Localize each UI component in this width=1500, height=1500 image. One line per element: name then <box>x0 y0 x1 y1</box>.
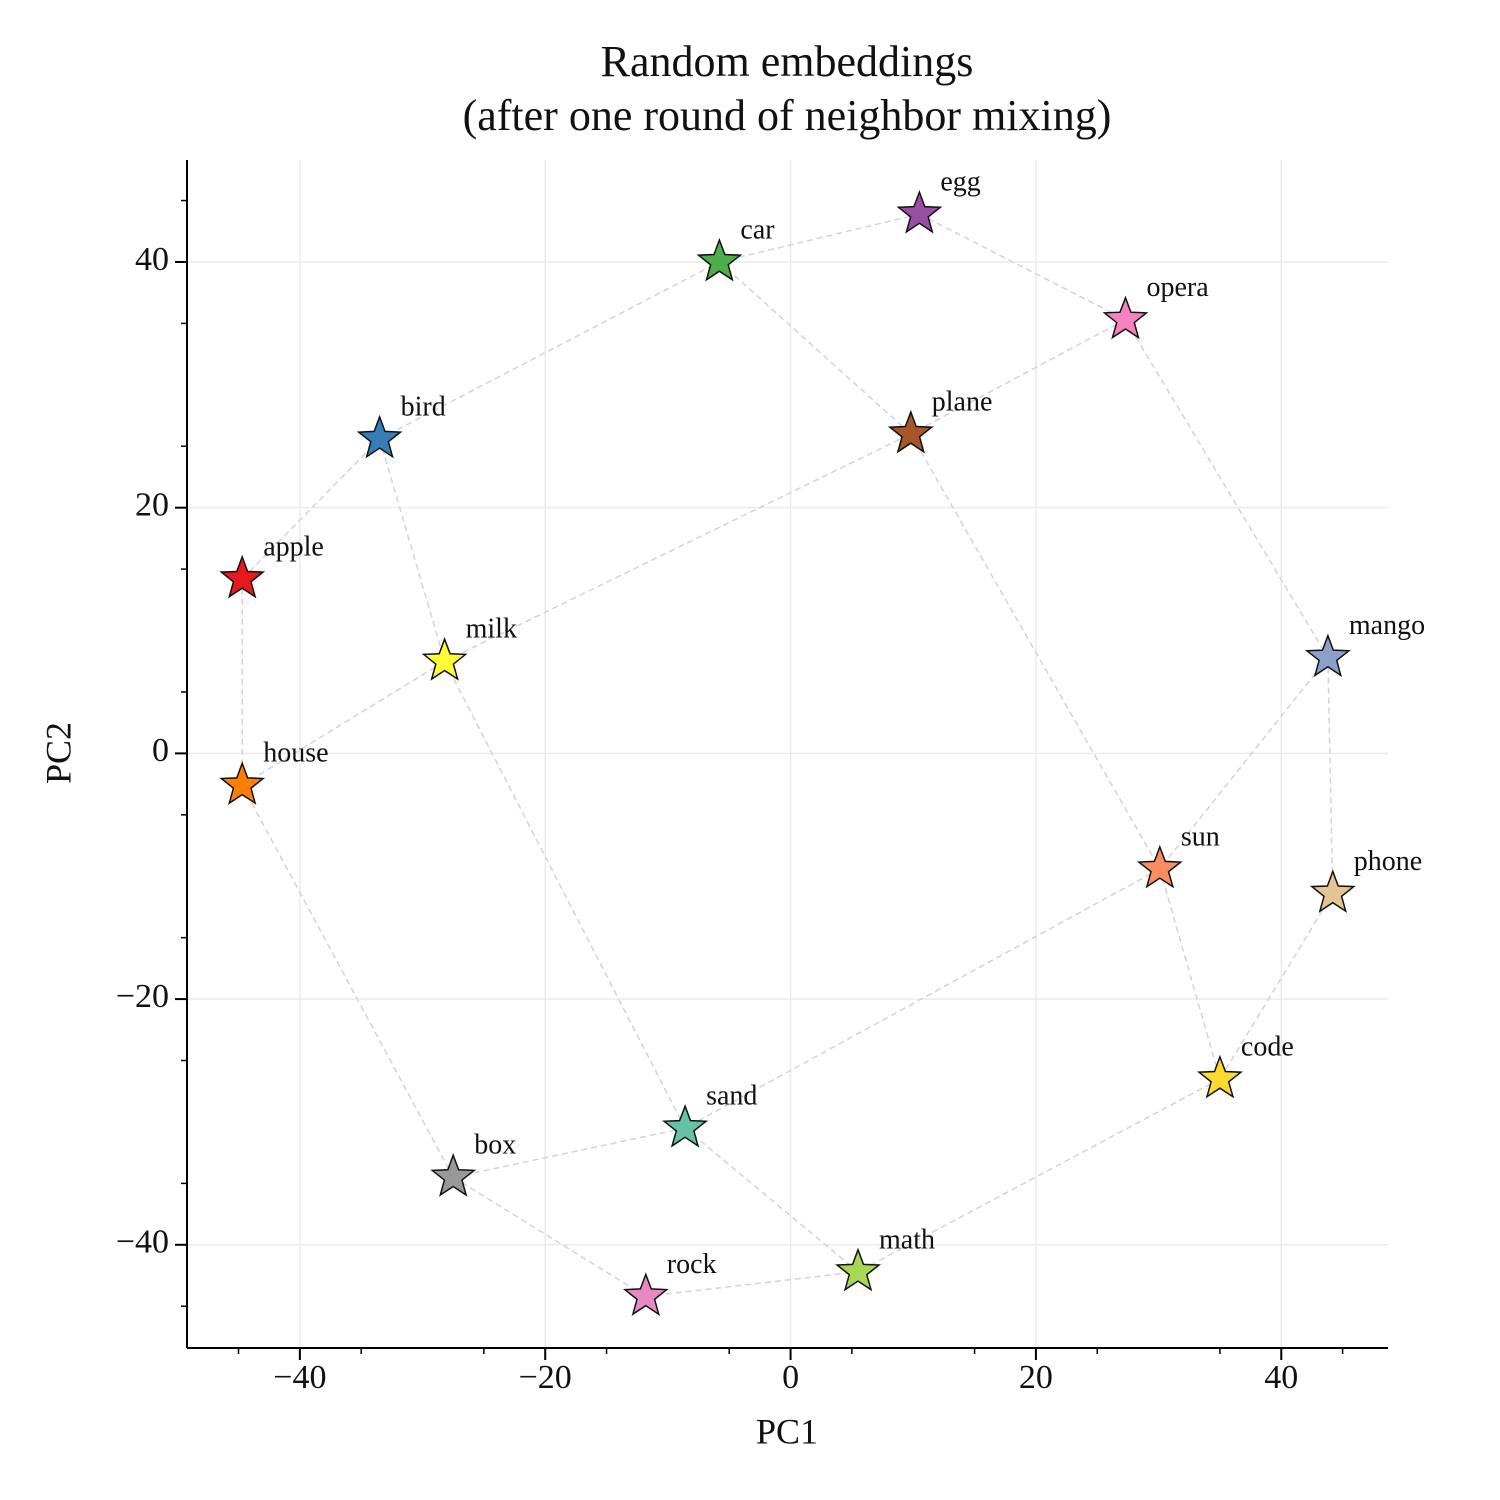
x-axis-label: PC1 <box>756 1411 818 1451</box>
neighbor-link <box>378 438 446 662</box>
point-label: apple <box>263 531 324 562</box>
y-tick-label: −20 <box>116 978 169 1015</box>
neighbor-link <box>241 438 381 580</box>
point-label: rock <box>667 1249 717 1280</box>
point <box>1304 633 1351 678</box>
point-label: egg <box>940 166 980 197</box>
y-axis-label: PC2 <box>38 722 78 784</box>
point <box>1309 869 1356 913</box>
neighbor-link <box>452 1176 647 1298</box>
point <box>887 409 934 454</box>
point <box>622 1272 669 1316</box>
neighbor-link <box>1219 893 1334 1080</box>
point <box>219 761 266 805</box>
y-tick-label: 0 <box>152 732 169 769</box>
neighbor-link <box>1124 319 1329 658</box>
grid <box>187 160 1388 1348</box>
neighbor-link <box>684 868 1161 1129</box>
y-tick-label: 40 <box>135 241 169 278</box>
neighbor-link <box>1327 657 1334 894</box>
point <box>896 189 943 234</box>
x-tick-label: −40 <box>273 1359 326 1396</box>
neighbor-link <box>379 261 720 440</box>
point <box>1136 844 1183 889</box>
neighbor-link <box>443 660 686 1129</box>
point-label: sun <box>1181 821 1220 852</box>
edges <box>241 213 1334 1298</box>
neighbor-link <box>919 213 1126 321</box>
marks: apple house bird milk car egg opera plane mango s… <box>219 166 1425 1316</box>
neighbor-link <box>645 1271 859 1298</box>
point <box>219 554 266 599</box>
neighbor-link <box>718 261 912 435</box>
point <box>835 1247 882 1292</box>
point-label: bird <box>401 391 446 422</box>
x-tick-label: 40 <box>1264 1359 1298 1396</box>
point <box>696 237 743 282</box>
neighbor-link <box>444 433 912 662</box>
point-label: house <box>263 738 328 769</box>
point <box>421 637 468 681</box>
x-tick-label: 20 <box>1019 1359 1053 1396</box>
y-tick-label: 20 <box>135 486 169 523</box>
point <box>662 1103 709 1148</box>
point-label: box <box>474 1130 516 1161</box>
neighbor-link <box>910 319 1126 435</box>
neighbor-link <box>719 213 920 263</box>
neighbor-link <box>1159 657 1329 870</box>
point <box>356 414 403 459</box>
y-tick-label: −40 <box>116 1224 169 1261</box>
point <box>430 1153 477 1197</box>
x-tick-label: −20 <box>519 1359 572 1396</box>
point <box>1102 295 1149 340</box>
point-label: sand <box>706 1081 757 1112</box>
point-label: mango <box>1349 610 1425 641</box>
neighbor-link <box>857 1078 1221 1273</box>
point-label: plane <box>932 386 993 417</box>
point-label: opera <box>1146 272 1209 303</box>
neighbor-link <box>684 1127 859 1273</box>
neighbor-link <box>241 784 454 1178</box>
chart-subtitle: (after one round of neighbor mixing) <box>463 91 1112 140</box>
neighbor-link <box>910 433 1161 870</box>
point-label: milk <box>466 614 517 645</box>
x-tick-label: 0 <box>782 1359 799 1396</box>
point-label: code <box>1241 1031 1294 1062</box>
point-label: phone <box>1354 846 1422 877</box>
neighbor-link <box>1159 868 1221 1080</box>
point-label: math <box>879 1224 935 1255</box>
point <box>1196 1054 1243 1099</box>
point-label: car <box>740 214 775 245</box>
chart-title: Random embeddings <box>601 37 974 86</box>
